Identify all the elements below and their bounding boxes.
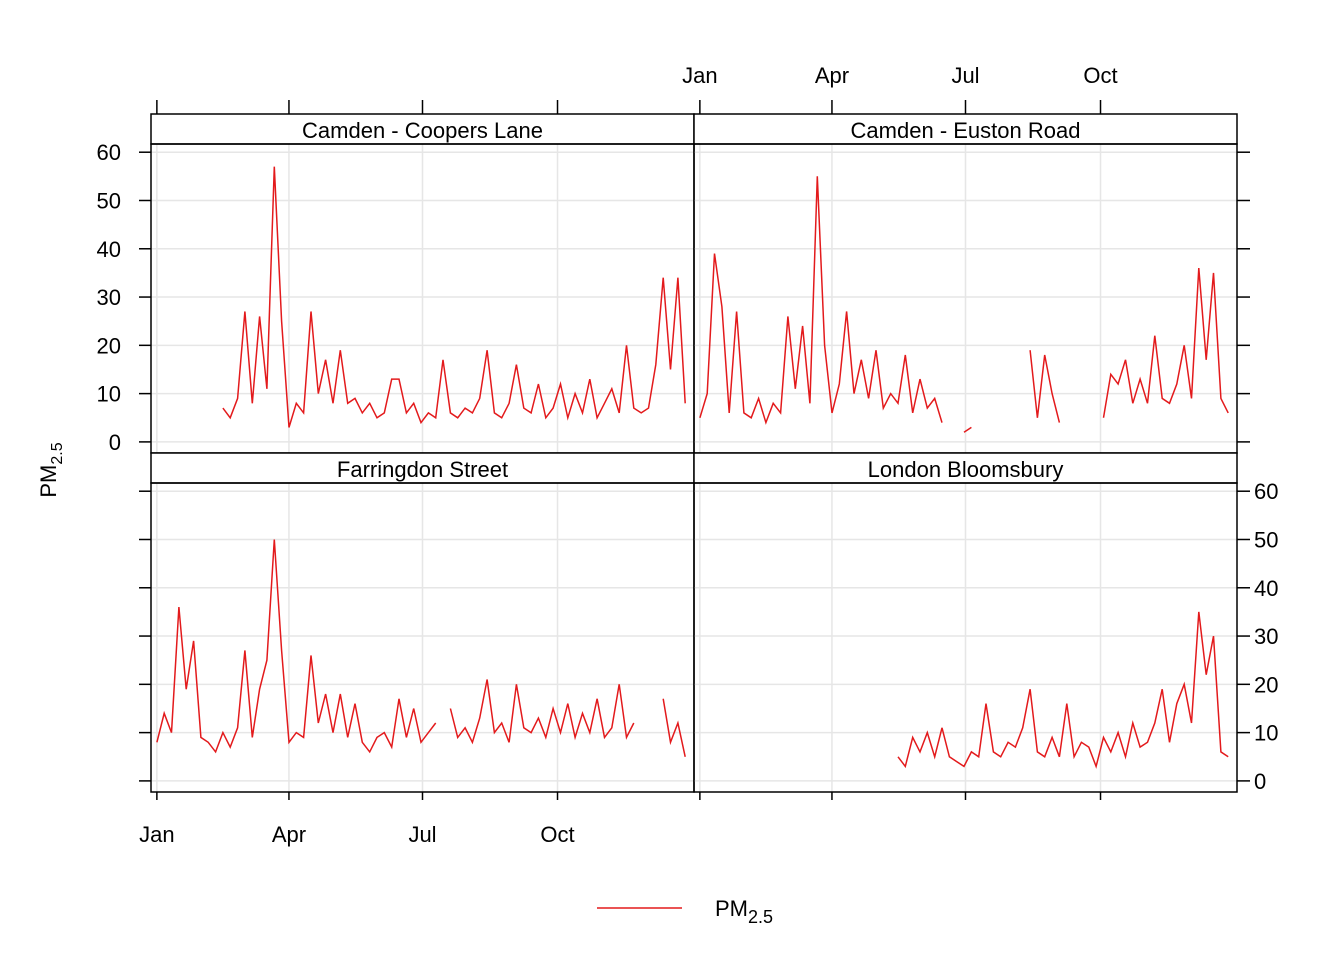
strip-title: Camden - Coopers Lane <box>302 118 543 143</box>
data-line <box>699 176 1229 433</box>
x-tick-label: Oct <box>1083 63 1117 88</box>
strip <box>150 113 695 145</box>
x-tick-label: Oct <box>540 822 574 847</box>
legend-label: PM2.5 <box>715 896 773 927</box>
strip-title: London Bloomsbury <box>868 457 1064 482</box>
y-tick-label: 50 <box>1254 527 1278 552</box>
strip <box>693 452 1238 484</box>
x-tick-label: Jan <box>682 63 717 88</box>
y-tick-label: 20 <box>1254 672 1278 697</box>
y-tick-label: 60 <box>97 140 121 165</box>
y-tick-label: 60 <box>1254 479 1278 504</box>
x-tick-label: Apr <box>272 822 306 847</box>
y-axis-label-sub: 2.5 <box>49 442 66 464</box>
x-tick-label: Jul <box>951 63 979 88</box>
data-line <box>156 539 686 757</box>
x-tick-label: Jul <box>408 822 436 847</box>
data-line <box>897 611 1229 769</box>
y-tick-label: 30 <box>97 285 121 310</box>
strip-title: Camden - Euston Road <box>851 118 1081 143</box>
y-tick-label: 0 <box>109 430 121 455</box>
y-tick-label: 50 <box>97 188 121 213</box>
strip-title: Farringdon Street <box>337 457 508 482</box>
y-axis-label: PM2.5 <box>36 442 66 497</box>
y-tick-label: 40 <box>1254 576 1278 601</box>
y-tick-label: 20 <box>97 333 121 358</box>
y-axis-label-main: PM <box>36 465 61 498</box>
data-line <box>222 166 686 428</box>
y-tick-label: 40 <box>97 237 121 262</box>
legend-label-main: PM <box>715 896 748 921</box>
y-tick-label: 10 <box>97 382 121 407</box>
legend-label-sub: 2.5 <box>748 907 773 927</box>
y-tick-label: 30 <box>1254 624 1278 649</box>
strip <box>150 452 695 484</box>
y-tick-label: 10 <box>1254 721 1278 746</box>
x-tick-label: Jan <box>139 822 174 847</box>
y-tick-label: 0 <box>1254 769 1266 794</box>
x-tick-label: Apr <box>815 63 849 88</box>
